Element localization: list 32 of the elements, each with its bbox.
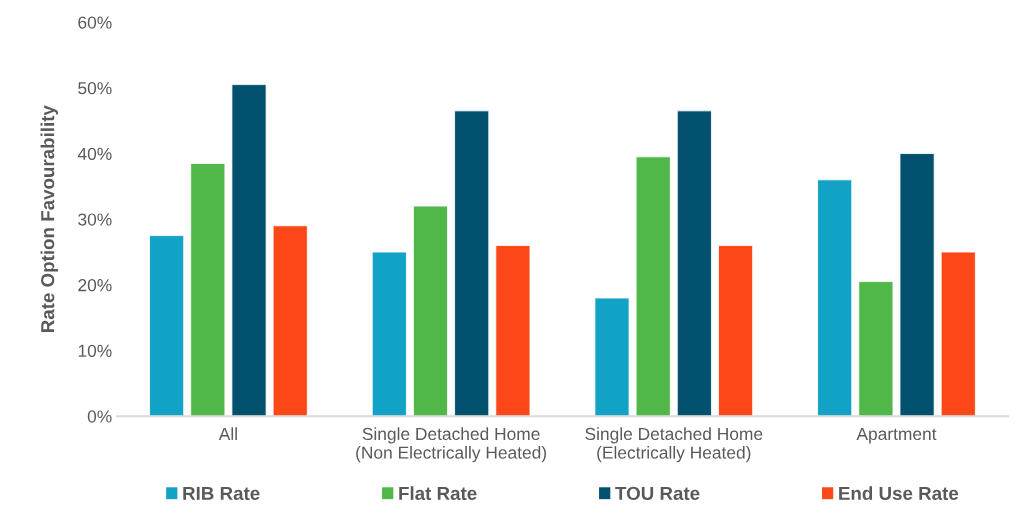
bar bbox=[635, 156, 671, 417]
bar bbox=[594, 297, 630, 417]
bar bbox=[190, 162, 226, 417]
legend-label: Flat Rate bbox=[399, 486, 477, 501]
bar bbox=[231, 84, 267, 417]
y-axis-title: Rate Option Favourability bbox=[40, 105, 59, 333]
x-tick-label: Apartment bbox=[856, 427, 937, 444]
x-tick-label: Single Detached Home (Non Electrically Heated) bbox=[356, 427, 547, 463]
x-tick-label: Single Detached Home (Electrically Heated) bbox=[585, 427, 763, 463]
bar bbox=[899, 153, 935, 417]
y-tick-label: 60% bbox=[78, 16, 112, 29]
legend-label: RIB Rate bbox=[183, 486, 260, 501]
y-tick-label: 0% bbox=[87, 410, 112, 423]
legend-label: TOU Rate bbox=[615, 486, 700, 501]
y-tick-label: 50% bbox=[78, 82, 112, 95]
legend-label: End Use Rate bbox=[839, 486, 959, 501]
y-tick-label: 40% bbox=[77, 147, 112, 161]
bar bbox=[495, 245, 531, 417]
bar bbox=[149, 235, 185, 417]
y-tick-label: 20% bbox=[78, 279, 112, 292]
bar bbox=[454, 110, 490, 417]
bar bbox=[676, 110, 712, 417]
bar bbox=[817, 179, 853, 417]
bar bbox=[371, 251, 407, 417]
bar bbox=[272, 225, 308, 417]
bar bbox=[412, 205, 449, 417]
y-tick-label: 30% bbox=[78, 213, 112, 226]
x-tick-label: All bbox=[218, 427, 237, 440]
bar bbox=[940, 251, 976, 417]
bar bbox=[718, 245, 754, 417]
bar bbox=[858, 281, 894, 417]
y-tick-label: 10% bbox=[78, 344, 112, 357]
